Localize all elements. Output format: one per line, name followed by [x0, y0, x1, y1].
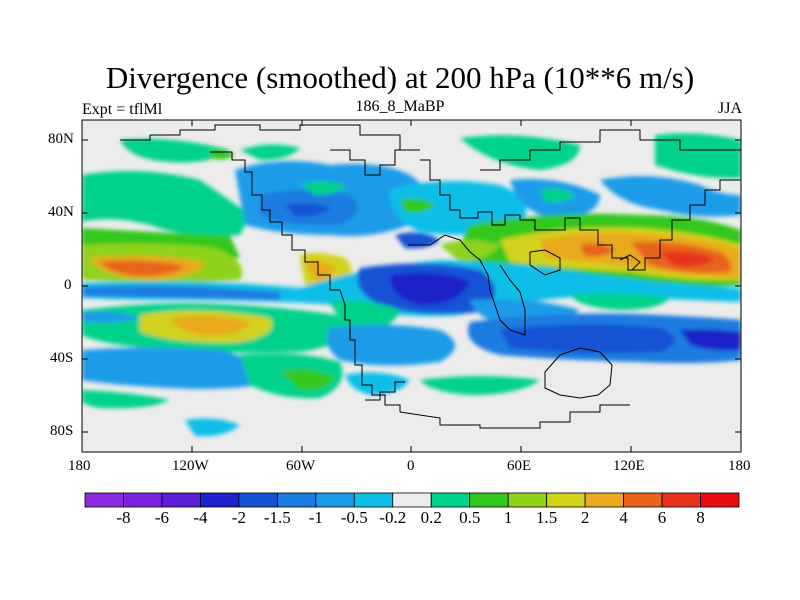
- colorbar-swatch: [507, 492, 548, 508]
- run-id-label: 186_8_MaBP: [355, 98, 445, 115]
- coastline-arctic: [120, 124, 420, 151]
- colorbar-swatch: [238, 492, 278, 508]
- field-patch: [660, 251, 715, 267]
- colorbar-swatch: [392, 492, 432, 508]
- field-patch: [82, 285, 280, 300]
- field-patch: [82, 347, 280, 389]
- colorbar-label: -6: [154, 508, 170, 527]
- coastlines: [120, 124, 741, 429]
- field-patch: [82, 390, 170, 409]
- field-patch: [82, 171, 250, 237]
- field-patch: [655, 133, 741, 179]
- field-patch: [300, 181, 345, 195]
- colorbar-label: 0.2: [420, 508, 442, 527]
- coastline-africa: [408, 234, 526, 336]
- coastline-asia: [550, 179, 741, 271]
- colorbar-swatch: [661, 492, 701, 508]
- coastline-siberia: [480, 129, 741, 171]
- colorbar-swatch: [700, 492, 740, 508]
- colorbar-label: -0.5: [340, 508, 368, 527]
- x-tick-label: 0: [407, 458, 415, 474]
- colorbar-label: 1.5: [536, 508, 558, 527]
- colorbar-label: 1: [503, 508, 513, 527]
- field-patch: [170, 315, 250, 336]
- field-patch: [185, 418, 240, 437]
- field-patch: [120, 138, 230, 163]
- colorbar-swatch: [276, 492, 317, 508]
- colorbar-swatch: [546, 492, 586, 508]
- coastline-north-america: [210, 151, 340, 291]
- y-tick-label: 40N: [48, 204, 74, 220]
- field-patch: [240, 144, 300, 160]
- colorbar-swatch: [315, 492, 355, 508]
- colorbar-swatch: [469, 492, 509, 508]
- season-label: JJA: [717, 100, 742, 117]
- experiment-label: Expt = tflMl: [82, 101, 163, 118]
- field-patch: [330, 299, 400, 330]
- coastline-japan: [619, 254, 641, 271]
- field-patch: [500, 324, 675, 353]
- field-patch: [280, 369, 335, 391]
- x-tick-label: 60W: [286, 458, 316, 474]
- coastline-antarctica-arm: [365, 381, 405, 401]
- field-patch: [345, 372, 410, 395]
- field-patch: [580, 243, 615, 257]
- field-patch: [100, 260, 185, 276]
- colorbar-label: -1: [308, 508, 323, 527]
- x-tick-label: 120E: [613, 458, 645, 474]
- field-patch: [82, 311, 140, 323]
- colorbar-label: 8: [696, 508, 705, 527]
- x-tick-label: 180: [68, 458, 91, 474]
- field-patch: [540, 188, 575, 203]
- colorbar: [84, 492, 740, 508]
- y-tick-label: 80S: [50, 423, 74, 439]
- colorbar-label: 4: [619, 508, 628, 527]
- field-patch: [395, 232, 440, 249]
- x-tick-label: 120W: [172, 458, 209, 474]
- field-patch: [440, 240, 500, 262]
- field-patch: [600, 176, 741, 217]
- divergence-field: [82, 120, 741, 452]
- field-patch: [400, 198, 435, 213]
- colorbar-label: 2: [580, 508, 590, 527]
- colorbar-label: 6: [657, 508, 667, 527]
- field-patch: [680, 329, 741, 351]
- x-tick-label: 180: [728, 458, 751, 474]
- colorbar-swatch: [123, 492, 163, 508]
- colorbar-swatch: [430, 492, 471, 508]
- y-tick-label: 80N: [48, 131, 74, 147]
- ticks: [81, 120, 742, 452]
- coastline-europe: [420, 159, 550, 231]
- colorbar-label: -1.5: [263, 508, 291, 527]
- plot-title: Divergence (smoothed) at 200 hPa (10**6 …: [105, 60, 695, 95]
- colorbar-swatch: [584, 492, 624, 508]
- colorbar-swatch: [84, 492, 124, 508]
- colorbar-swatch: [623, 492, 663, 508]
- y-tick-label: 40S: [50, 350, 74, 366]
- field-patch: [570, 293, 670, 310]
- colorbar-swatch: [161, 492, 201, 508]
- colorbar-label: -4: [193, 508, 208, 527]
- colorbar-label: -8: [116, 508, 131, 527]
- colorbar-label: -0.2: [379, 508, 407, 527]
- y-tick-label: 0: [64, 277, 72, 293]
- colorbar-label: -2: [231, 508, 246, 527]
- field-patch: [390, 272, 470, 305]
- coastline-antarctica: [399, 404, 630, 429]
- x-tick-label: 60E: [507, 458, 532, 474]
- colorbar-label: 0.5: [459, 508, 481, 527]
- field-patch: [420, 376, 540, 395]
- coastline-australia: [544, 347, 613, 399]
- coastline-greenland: [330, 149, 410, 176]
- colorbar-swatch: [353, 492, 394, 508]
- field-patch: [285, 203, 330, 217]
- coastline-south-america: [339, 289, 401, 412]
- colorbar-swatch: [200, 492, 240, 508]
- field-patch: [460, 135, 580, 170]
- field-patch: [326, 324, 455, 366]
- coastline-arabia: [529, 249, 561, 276]
